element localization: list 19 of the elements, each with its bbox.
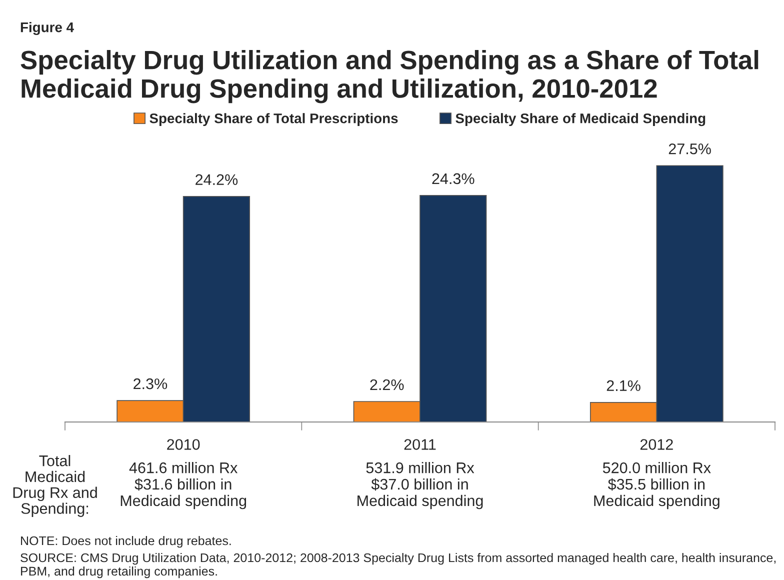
data-label: 2.3%	[134, 378, 168, 390]
x-tick-label: 2010	[167, 439, 200, 450]
text: NOTE: Does not include drug rebates.	[21, 536, 231, 548]
text: 520.0 million Rx $35.5 billion in Medicaid spending	[594, 462, 720, 510]
data-label: 27.5%	[668, 143, 711, 154]
caption: Figure 4	[20, 22, 74, 36]
x-tick-label: 2012	[640, 439, 673, 450]
data-label: 2.2%	[370, 379, 404, 390]
chart-title: Specialty Drug Utilization and Spending as a Share of Total Medicaid Drug Spending and Utilization, 2010-2012	[20, 50, 758, 104]
text: Total Medicaid Drug Rx and Spending:	[13, 455, 97, 517]
text: 531.9 million Rx $37.0 billion in Medicaid spending	[358, 462, 483, 510]
data-label: 24.3%	[432, 173, 474, 184]
text: 461.6 million Rx $31.6 billion in Medicaid spending	[120, 462, 246, 510]
x-tick-label: 2011	[404, 439, 436, 450]
legend-label: Specialty Share of Total Prescriptions	[150, 113, 398, 126]
data-label: 2.1%	[606, 380, 640, 392]
source-note: SOURCE: CMS Drug Utilization Data, 2010-2012; 2008-2013 Specialty Drug Lists from assorted managed health care, health insurance, PBM, and drug retailing companies.	[20, 553, 776, 578]
legend-label: Specialty Share of Medicaid Spending	[456, 113, 706, 126]
data-label: 24.2%	[196, 174, 238, 185]
